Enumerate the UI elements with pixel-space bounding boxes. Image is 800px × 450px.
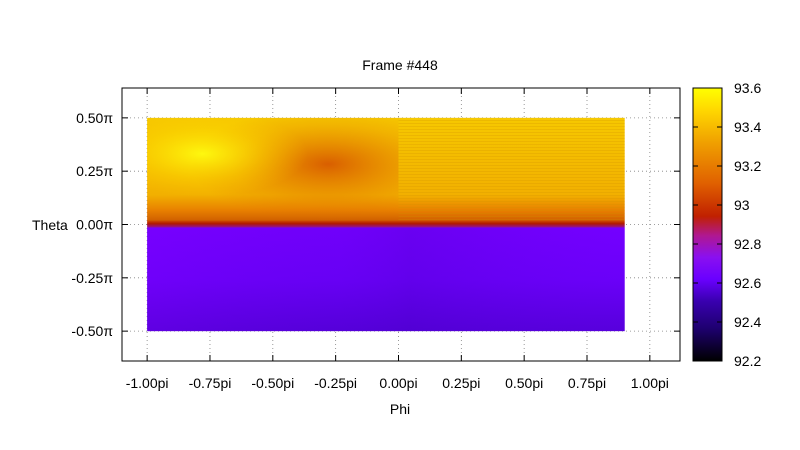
heatmap-field	[147, 117, 625, 332]
y-tick-label: 0.50π	[76, 110, 113, 126]
colorbar-tick-label: 93.4	[734, 119, 761, 135]
colorbar-tick-label: 92.6	[734, 275, 761, 291]
x-tick-label: 0.75pi	[568, 375, 606, 391]
x-tick-label: 0.25pi	[442, 375, 480, 391]
y-axis-ticks: 0.50π 0.25π 0.00π -0.25π -0.50π	[71, 110, 680, 339]
y-tick-label: -0.25π	[71, 270, 113, 286]
x-tick-label: 1.00pi	[631, 375, 669, 391]
x-tick-label: -0.50pi	[251, 375, 294, 391]
y-tick-label: -0.50π	[71, 323, 113, 339]
x-tick-label: -0.25pi	[314, 375, 357, 391]
colorbar-gradient	[692, 87, 723, 362]
heatmap-bottom-shading	[147, 227, 625, 332]
y-tick-label: 0.25π	[76, 163, 113, 179]
x-axis-ticks: -1.00pi -0.75pi -0.50pi -0.25pi 0.00pi 0.25pi…	[126, 88, 669, 391]
colorbar-tick-label: 93.2	[734, 158, 761, 174]
heatmap-top-bright-spot	[147, 117, 399, 221]
chart-title: Frame #448	[362, 57, 438, 73]
x-tick-label: 0.00pi	[379, 375, 417, 391]
x-tick-label: -1.00pi	[126, 375, 169, 391]
colorbar-tick-label: 93.6	[734, 80, 761, 96]
colorbar-tick-label: 92.4	[734, 314, 761, 330]
x-tick-label: 0.50pi	[505, 375, 543, 391]
colorbar: 93.6 93.4 93.2 93 92.8 92.6 92.4 92.2	[692, 80, 761, 369]
x-axis-label: Phi	[390, 401, 410, 417]
y-tick-label: 0.00π	[76, 217, 113, 233]
colorbar-tick-label: 93	[734, 197, 750, 213]
colorbar-tick-label: 92.2	[734, 353, 761, 369]
x-tick-label: -0.75pi	[189, 375, 232, 391]
heatmap-boundary-band	[147, 220, 625, 228]
y-axis-label: Theta	[32, 217, 68, 233]
heatmap-top-right-striations	[398, 117, 625, 221]
colorbar-tick-label: 92.8	[734, 236, 761, 252]
